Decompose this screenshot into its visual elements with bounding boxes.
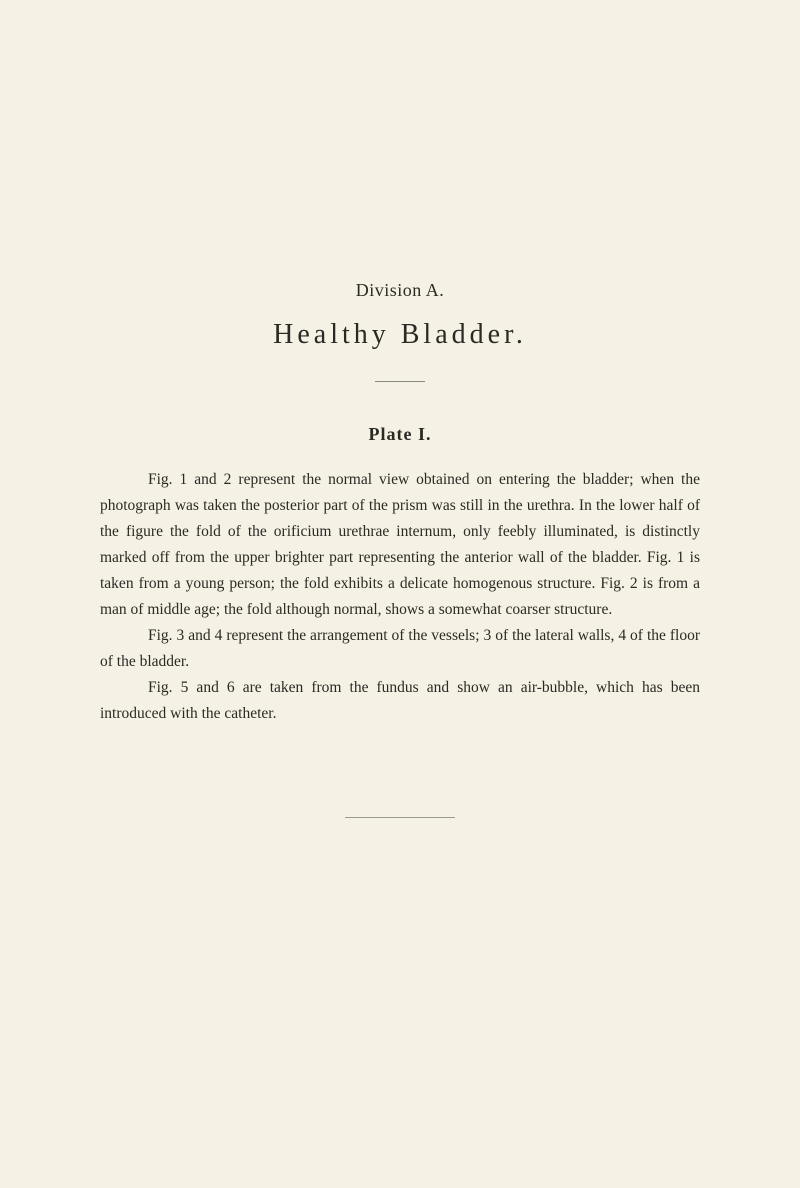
main-title: Healthy Bladder. xyxy=(100,319,700,351)
paragraph-3: Fig. 5 and 6 are taken from the fundus a… xyxy=(100,675,700,727)
document-page: Division A. Healthy Bladder. Plate I. Fi… xyxy=(0,0,800,1188)
paragraph-1: Fig. 1 and 2 represent the normal view o… xyxy=(100,467,700,623)
division-heading: Division A. xyxy=(100,280,700,301)
plate-heading: Plate I. xyxy=(100,424,700,445)
top-divider xyxy=(375,381,425,382)
paragraph-2: Fig. 3 and 4 represent the arrangement o… xyxy=(100,623,700,675)
bottom-divider xyxy=(345,817,455,818)
